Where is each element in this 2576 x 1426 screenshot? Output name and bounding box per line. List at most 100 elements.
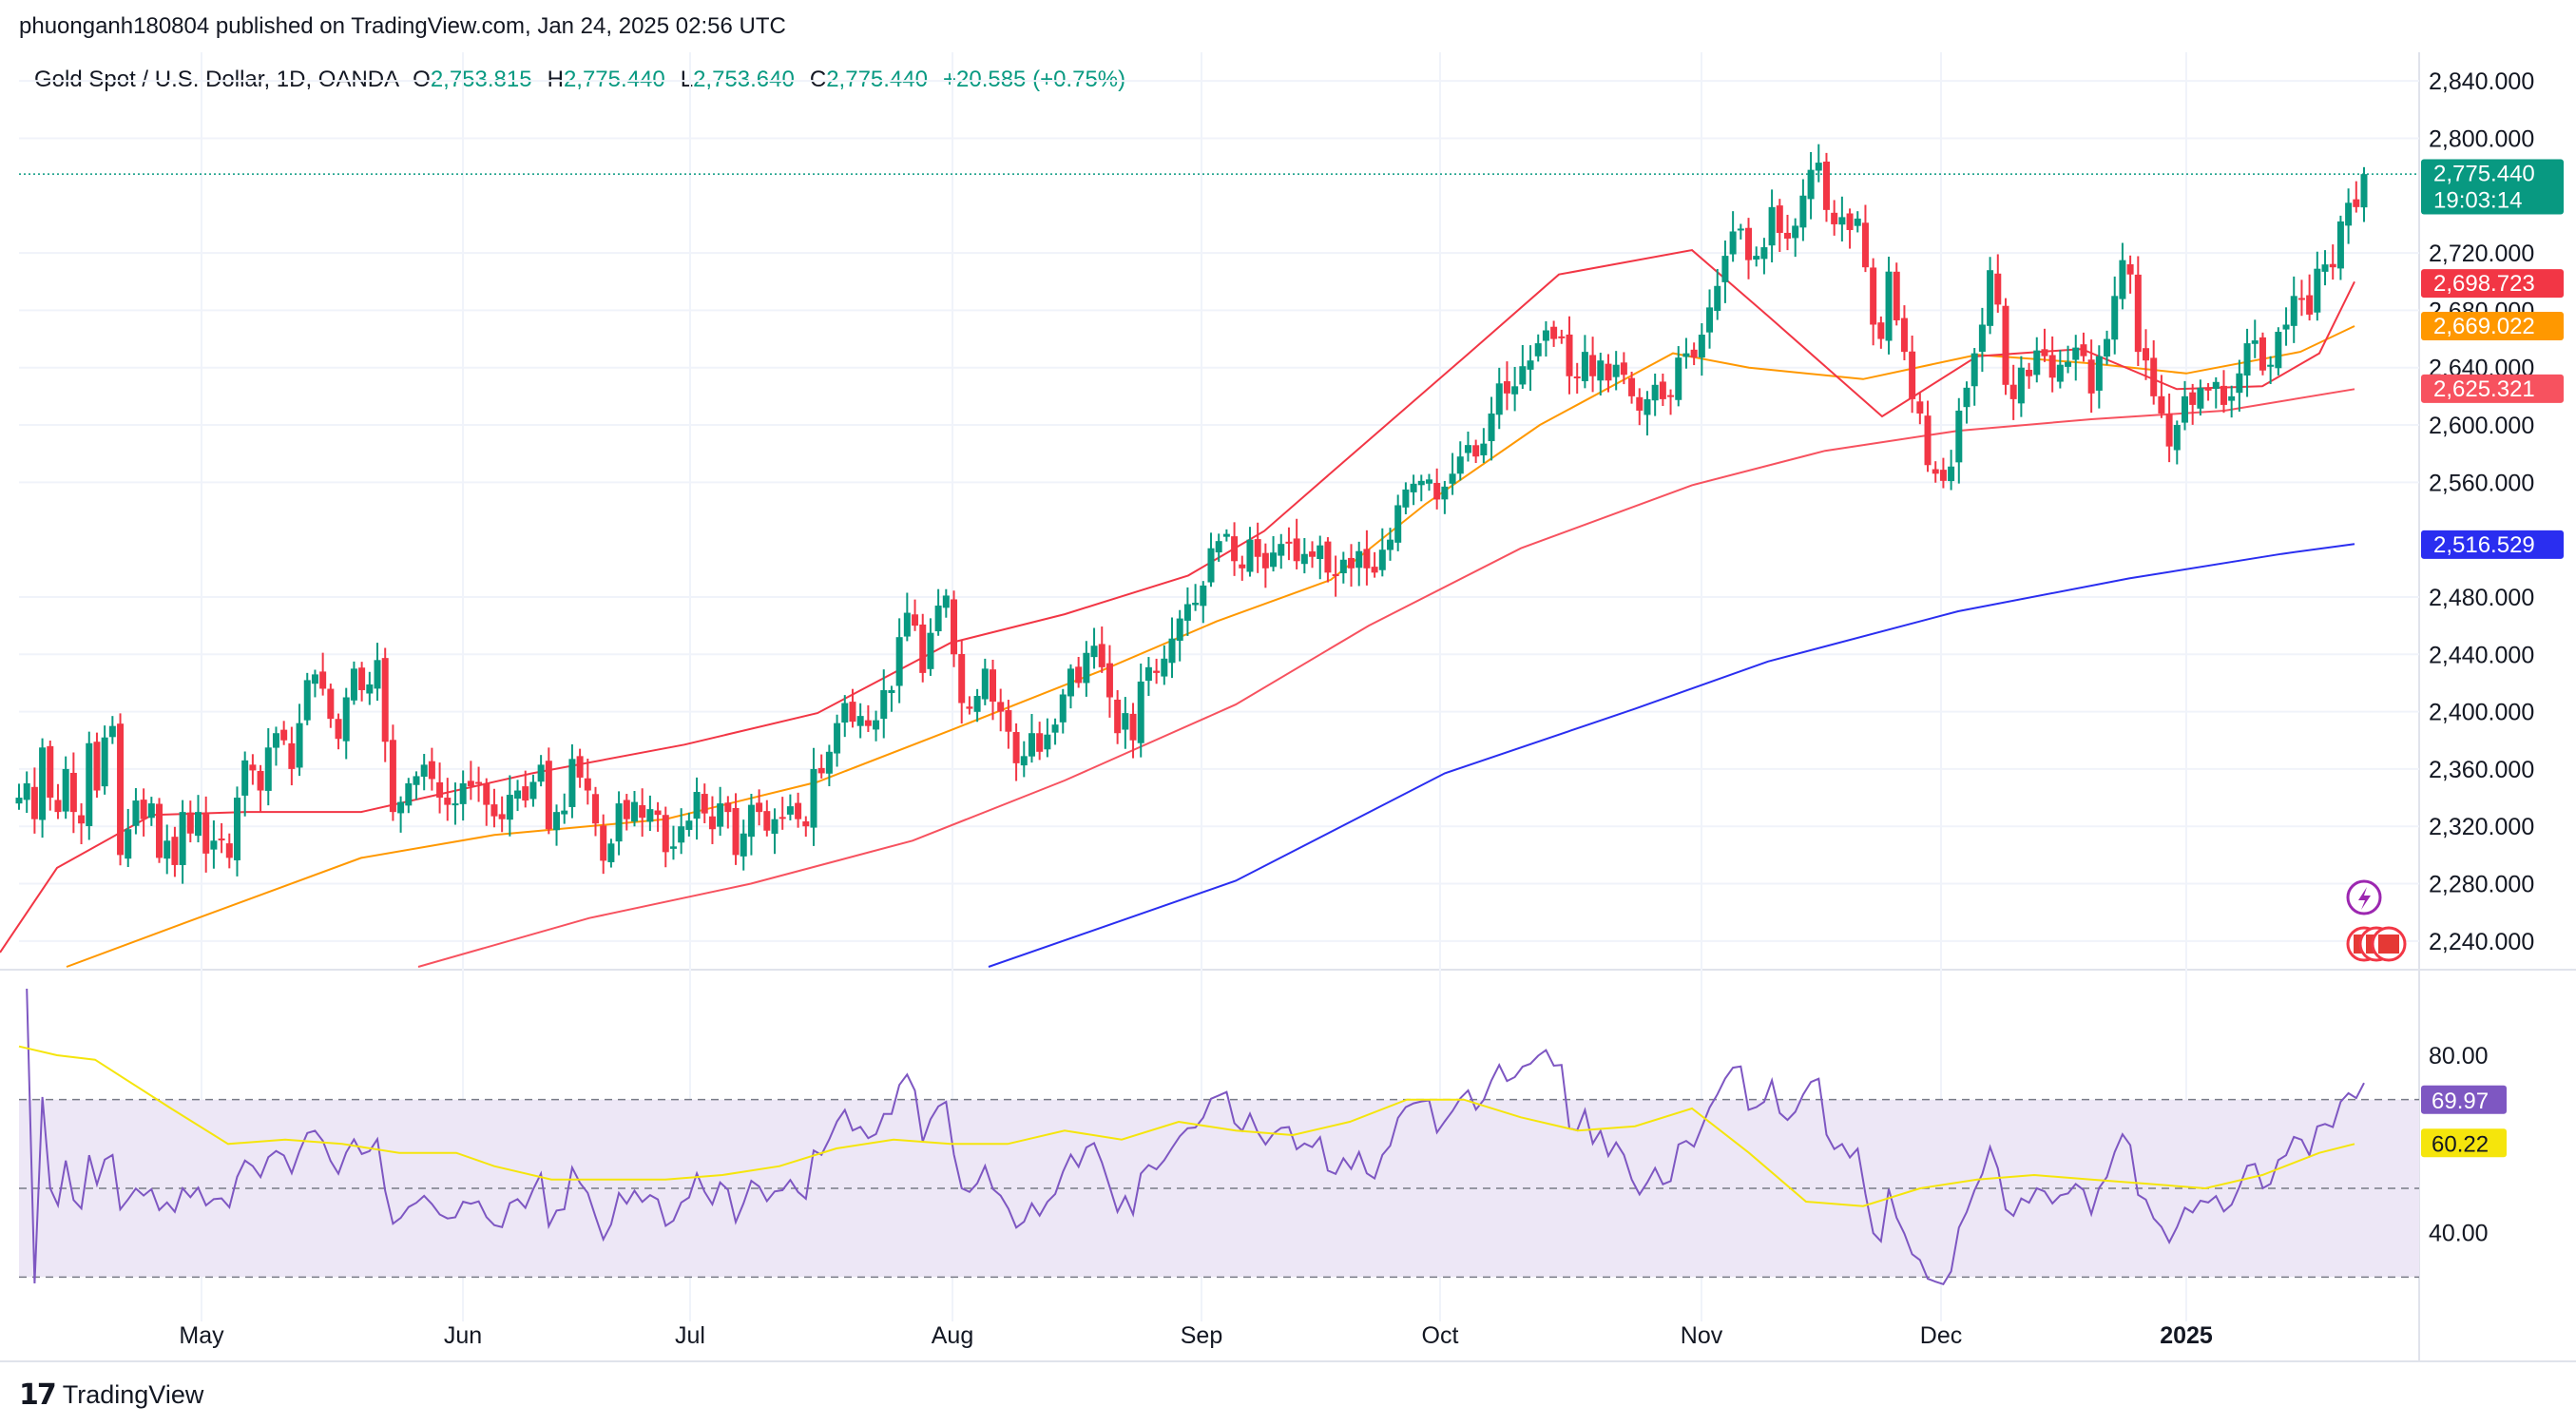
candle-down <box>1605 363 1612 381</box>
candle-up <box>2251 340 2259 344</box>
rsi-ma-line <box>18 1045 2355 1207</box>
candles[interactable] <box>15 144 2368 884</box>
candle-up <box>1317 545 1324 560</box>
candle-down <box>966 706 973 709</box>
price-tick-label: 2,720.000 <box>2429 241 2534 267</box>
candle-up <box>2056 364 2064 382</box>
time-tick-label: 2025 <box>2160 1322 2213 1349</box>
candle-up <box>506 795 513 820</box>
candle-up <box>23 782 30 800</box>
candle-up <box>366 684 374 694</box>
candle-down <box>93 742 101 791</box>
candle-down <box>802 820 810 827</box>
candle-down <box>1783 232 1791 240</box>
event-icons[interactable] <box>2346 879 2407 962</box>
us-flag-icon <box>2378 935 2399 954</box>
price-tick-label: 2,280.000 <box>2429 872 2534 898</box>
candle-down <box>78 815 86 824</box>
candle-down <box>662 815 669 853</box>
candle-down <box>186 812 194 834</box>
tradingview-logo[interactable]: 17 TradingView <box>19 1378 203 1412</box>
rsi-pane[interactable] <box>18 988 2419 1285</box>
price-badge-label: 2,698.723 <box>2433 271 2535 297</box>
candle-up <box>973 696 981 712</box>
candle-up <box>1207 548 1215 583</box>
price-tick-label: 2,600.000 <box>2429 413 2534 439</box>
candle-down <box>2048 355 2056 378</box>
candle-up <box>2017 367 2025 404</box>
candle-down <box>1636 396 1644 411</box>
candle-up <box>1706 307 1714 333</box>
candle-down <box>218 838 225 841</box>
rsi-tick-label: 40.00 <box>2429 1221 2489 1247</box>
candle-down <box>1846 213 1854 230</box>
candle-up <box>1978 324 1986 353</box>
candle-up <box>646 809 654 822</box>
price-badge-label: 2,775.440 <box>2433 162 2535 187</box>
candle-down <box>30 786 38 819</box>
candle-down <box>2306 295 2314 315</box>
candle-up <box>1854 218 1861 226</box>
candle-down <box>249 764 257 771</box>
candle-up <box>1799 195 1807 228</box>
candle-up <box>1698 335 1705 358</box>
candle-up <box>1714 285 1721 312</box>
close-value: 2,775.440 <box>826 67 928 92</box>
candle-up <box>895 637 903 686</box>
candle-up <box>2243 343 2251 376</box>
candle-down <box>817 767 825 774</box>
candle-up <box>39 747 47 820</box>
candle-down <box>639 804 646 819</box>
candle-up <box>1644 398 1651 415</box>
candle-down <box>2041 349 2048 356</box>
candle-up <box>1838 217 1846 225</box>
candle-up <box>1044 734 1051 750</box>
candle-up <box>771 819 779 834</box>
candle-up <box>1183 604 1191 621</box>
candle-up <box>1682 353 1690 357</box>
candle-up <box>568 759 576 807</box>
symbol-label[interactable]: Gold Spot / U.S. Dollar, 1D, OANDA <box>34 67 400 92</box>
candle-up <box>1581 352 1588 381</box>
low-value: 2,753.640 <box>693 67 795 92</box>
candle-up <box>1495 383 1503 415</box>
candle-up <box>2065 361 2072 367</box>
candle-down <box>1036 733 1044 752</box>
candle-up <box>2072 347 2080 360</box>
candle-up <box>553 812 561 831</box>
candle-down <box>2080 344 2087 356</box>
candle-up <box>2336 221 2344 269</box>
candle-down <box>1293 538 1300 562</box>
candle-up <box>1137 681 1144 743</box>
candle-up <box>1456 456 1464 474</box>
price-badge-label: 2,625.321 <box>2433 376 2535 402</box>
candle-down <box>1129 713 1137 741</box>
candle-up <box>101 737 108 787</box>
candle-up <box>1410 483 1417 492</box>
change-value: +20.585 (+0.75%) <box>942 67 1126 92</box>
ma20-line <box>0 249 2355 954</box>
candle-up <box>2197 387 2204 409</box>
candle-up <box>1386 539 1394 550</box>
candle-down <box>795 802 802 819</box>
candle-down <box>280 729 288 741</box>
candle-up <box>873 720 880 730</box>
time-tick-label: Oct <box>1422 1322 1459 1349</box>
candle-up <box>342 697 350 742</box>
candle-down <box>2189 392 2197 405</box>
candle-down <box>319 671 327 689</box>
candle-up <box>1792 225 1799 239</box>
candle-down <box>156 803 163 858</box>
candle-up <box>834 723 841 754</box>
candle-up <box>678 826 685 843</box>
candle-up <box>903 612 911 637</box>
candle-up <box>296 723 303 768</box>
candle-up <box>615 803 623 842</box>
rsi-badge-label: 60.22 <box>2432 1131 2489 1157</box>
candle-down <box>2353 199 2360 207</box>
close-key: C <box>809 67 827 92</box>
candle-up <box>452 803 459 806</box>
candle-up <box>2212 381 2220 390</box>
candle-up <box>810 768 817 828</box>
